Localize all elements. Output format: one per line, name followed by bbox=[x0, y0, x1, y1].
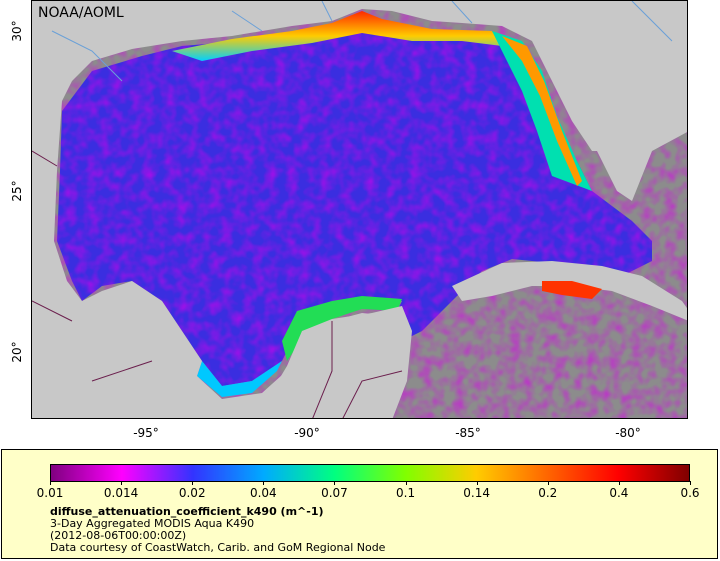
colorbar-tick-label: 0.014 bbox=[103, 486, 139, 500]
map-frame: NOAA/AOML bbox=[31, 0, 688, 419]
colorbar-tick-mark bbox=[263, 481, 265, 485]
colorbar-tick-mark bbox=[547, 481, 549, 485]
colorbar-tick-mark bbox=[121, 481, 123, 485]
yucatan-peninsula bbox=[272, 306, 412, 418]
credit-line: Data courtesy of CoastWatch, Carib. and … bbox=[50, 541, 386, 554]
ocean-color-map bbox=[32, 1, 687, 418]
mexico-west-land bbox=[32, 101, 392, 418]
colorbar-tick-label: 0.04 bbox=[249, 486, 277, 500]
florida-peninsula bbox=[552, 1, 687, 201]
colorbar-tick-label: 0.2 bbox=[538, 486, 558, 500]
colorbar-tick-label: 0.4 bbox=[609, 486, 629, 500]
variable-title: diffuse_attenuation_coefficient_k490 (m^… bbox=[50, 505, 324, 518]
northern-coastal-band bbox=[172, 11, 502, 61]
colorbar-tick-mark bbox=[618, 481, 620, 485]
colorbar-tick-label: 0.01 bbox=[36, 486, 64, 500]
time-line: (2012-08-06T00:00:00Z) bbox=[50, 529, 187, 542]
colorbar bbox=[50, 464, 690, 482]
lon-tick-80: -80° bbox=[615, 426, 641, 440]
colorbar-tick-mark bbox=[690, 481, 691, 485]
us-gulf-coast-land bbox=[32, 1, 687, 151]
colorbar-tick-mark bbox=[476, 481, 478, 485]
yucatan-coastal-band bbox=[282, 296, 402, 361]
cuba-island bbox=[452, 261, 687, 321]
border-lines bbox=[32, 150, 403, 418]
colorbar-tick-mark bbox=[192, 481, 194, 485]
river-lines bbox=[51, 1, 673, 82]
lon-tick-90: -90° bbox=[294, 426, 320, 440]
lon-tick-95: -95° bbox=[133, 426, 159, 440]
lat-tick-20: 20° bbox=[10, 341, 24, 363]
colorbar-tick-mark bbox=[50, 481, 51, 485]
colorbar-tick-label: 0.07 bbox=[321, 486, 348, 500]
lat-tick-30: 30° bbox=[10, 20, 24, 42]
low-attenuation-speckle bbox=[57, 21, 652, 386]
colorbar-tick-label: 0.6 bbox=[680, 486, 700, 500]
cuba-hot-coast bbox=[542, 281, 602, 299]
lon-tick-85: -85° bbox=[455, 426, 481, 440]
colorbar-tick-label: 0.1 bbox=[396, 486, 416, 500]
product-line: 3-Day Aggregated MODIS Aqua K490 bbox=[50, 517, 255, 530]
colorbar-tick-mark bbox=[334, 481, 336, 485]
colorbar-tick-mark bbox=[405, 481, 407, 485]
florida-coast-hot bbox=[502, 36, 582, 186]
colorbar-tick-label: 0.14 bbox=[463, 486, 491, 500]
legend-panel: diffuse_attenuation_coefficient_k490 (m^… bbox=[1, 449, 718, 559]
campeche-coastal-band bbox=[197, 361, 282, 397]
org-label: NOAA/AOML bbox=[38, 5, 124, 21]
lat-tick-25: 25° bbox=[10, 180, 24, 202]
colorbar-tick-label: 0.02 bbox=[178, 486, 206, 500]
